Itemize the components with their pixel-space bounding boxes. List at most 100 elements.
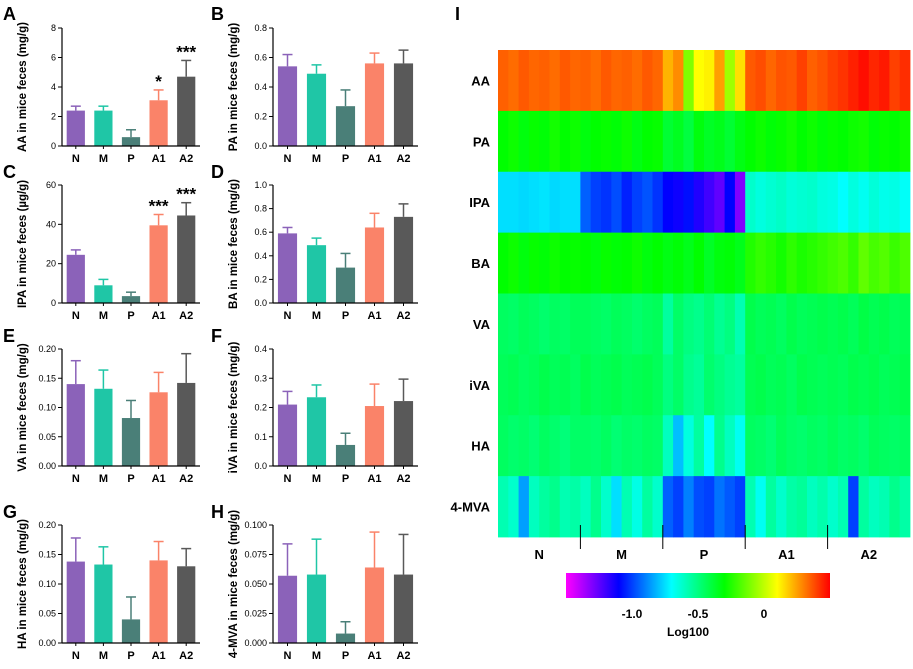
heatmap-cell: [528, 232, 540, 294]
heatmap-cell: [745, 354, 756, 416]
x-tick-label: A2: [179, 153, 193, 165]
heatmap-row-label: VA: [473, 317, 491, 332]
heatmap-cell: [879, 415, 890, 477]
heatmap-cell: [570, 110, 581, 173]
x-tick-label: A2: [396, 310, 410, 322]
heatmap-cell: [858, 171, 870, 234]
heatmap-row-label: BA: [471, 256, 490, 271]
heatmap-cell: [570, 476, 581, 538]
heatmap-cell: [611, 232, 622, 294]
heatmap-cell: [879, 50, 890, 112]
heatmap-cell: [539, 476, 550, 538]
heatmap-cell: [580, 293, 592, 355]
y-tick-label: 0.00: [38, 461, 56, 471]
heatmap-cell: [848, 50, 859, 112]
heatmap-cell: [745, 110, 756, 173]
heatmap-cell: [827, 110, 839, 173]
heatmap-cell: [734, 171, 746, 234]
heatmap-cell: [899, 476, 911, 538]
heatmap-cell: [559, 50, 571, 112]
heatmap-cell: [518, 171, 530, 234]
heatmap-cell: [508, 232, 519, 294]
heatmap-cell: [498, 476, 509, 538]
heatmap-row-label: 4-MVA: [451, 500, 491, 515]
x-tick-label: M: [312, 310, 321, 322]
heatmap-cell: [601, 50, 612, 112]
heatmap-cell: [528, 293, 540, 355]
heatmap-cell: [518, 415, 530, 477]
bar-panel-G: G N M P A1 A2 0.00 0.05 0.10 0.15 0.20 HA in mice f…: [3, 502, 200, 662]
heatmap-cell: [765, 293, 777, 355]
heatmap-cell: [590, 354, 602, 416]
heatmap-cell: [889, 50, 901, 112]
heatmap-cell: [642, 354, 653, 416]
heatmap-cell: [570, 50, 581, 112]
heatmap-cell: [580, 110, 592, 173]
y-tick-label: 0.4: [254, 251, 267, 261]
heatmap-cell: [776, 171, 787, 234]
heatmap-row-label: AA: [471, 73, 490, 88]
panel-label: G: [3, 502, 17, 522]
heatmap-cell: [559, 232, 571, 294]
y-tick-label: 4: [51, 82, 56, 92]
heatmap-cell: [796, 232, 808, 294]
heatmap-cell: [518, 354, 530, 416]
panel-label: D: [211, 162, 224, 182]
y-tick-label: 0.025: [244, 609, 267, 619]
heatmap-cell: [714, 354, 725, 416]
bar-A2: [177, 76, 196, 146]
heatmap-cell: [652, 415, 664, 477]
heatmap-cell: [796, 110, 808, 173]
heatmap-cell: [848, 476, 859, 538]
y-axis-label: 4-MVA in mice feces (mg/g): [228, 510, 240, 658]
x-tick-label: P: [342, 310, 349, 322]
bar-A1: [149, 225, 168, 303]
heatmap-cell: [539, 293, 550, 355]
heatmap-cell: [796, 293, 808, 355]
x-tick-label: N: [284, 473, 292, 485]
x-tick-label: P: [342, 153, 349, 165]
bar-M: [306, 245, 327, 303]
heatmap-cell: [539, 110, 550, 173]
heatmap-cell: [528, 50, 540, 112]
heatmap-cell: [765, 110, 777, 173]
y-tick-label: 0.0: [254, 141, 267, 151]
heatmap-cell: [570, 232, 581, 294]
bar-P: [335, 267, 356, 303]
heatmap-cell: [858, 232, 870, 294]
heatmap-cell: [889, 476, 901, 538]
heatmap-cell: [734, 354, 746, 416]
heatmap-cell: [786, 232, 798, 294]
heatmap-cell: [827, 171, 839, 234]
heatmap-cell: [868, 50, 880, 112]
heatmap-cell: [683, 415, 695, 477]
x-tick-label: A2: [396, 650, 410, 662]
bar-A1: [149, 560, 168, 643]
heatmap-cell: [570, 415, 581, 477]
heatmap-cell: [559, 293, 571, 355]
heatmap-cell: [580, 354, 592, 416]
y-tick-label: 0.00: [38, 638, 56, 648]
heatmap-cell: [580, 50, 592, 112]
heatmap-cell: [683, 354, 695, 416]
heatmap-cell: [889, 171, 901, 234]
bar-A2: [177, 382, 196, 466]
heatmap-cell: [673, 232, 684, 294]
x-tick-label: A1: [152, 310, 166, 322]
heatmap-cell: [807, 354, 818, 416]
heatmap-cell: [755, 476, 767, 538]
x-tick-label: N: [72, 153, 80, 165]
heatmap-cell: [539, 354, 550, 416]
heatmap-cell: [786, 50, 798, 112]
heatmap-cell: [549, 171, 561, 234]
heatmap-group-label: M: [616, 547, 627, 562]
x-tick-label: N: [284, 153, 292, 165]
bar-A1: [364, 227, 385, 303]
heatmap-cell: [827, 50, 839, 112]
heatmap-cell: [786, 354, 798, 416]
heatmap-cell: [879, 171, 890, 234]
heatmap-cell: [837, 293, 849, 355]
heatmap-cell: [508, 110, 519, 173]
bar-panel-H: H N M P A1 A2 0.000 0.025 0.050 0.075 0.100 4-MVA i…: [211, 502, 418, 662]
heatmap-cell: [704, 171, 715, 234]
